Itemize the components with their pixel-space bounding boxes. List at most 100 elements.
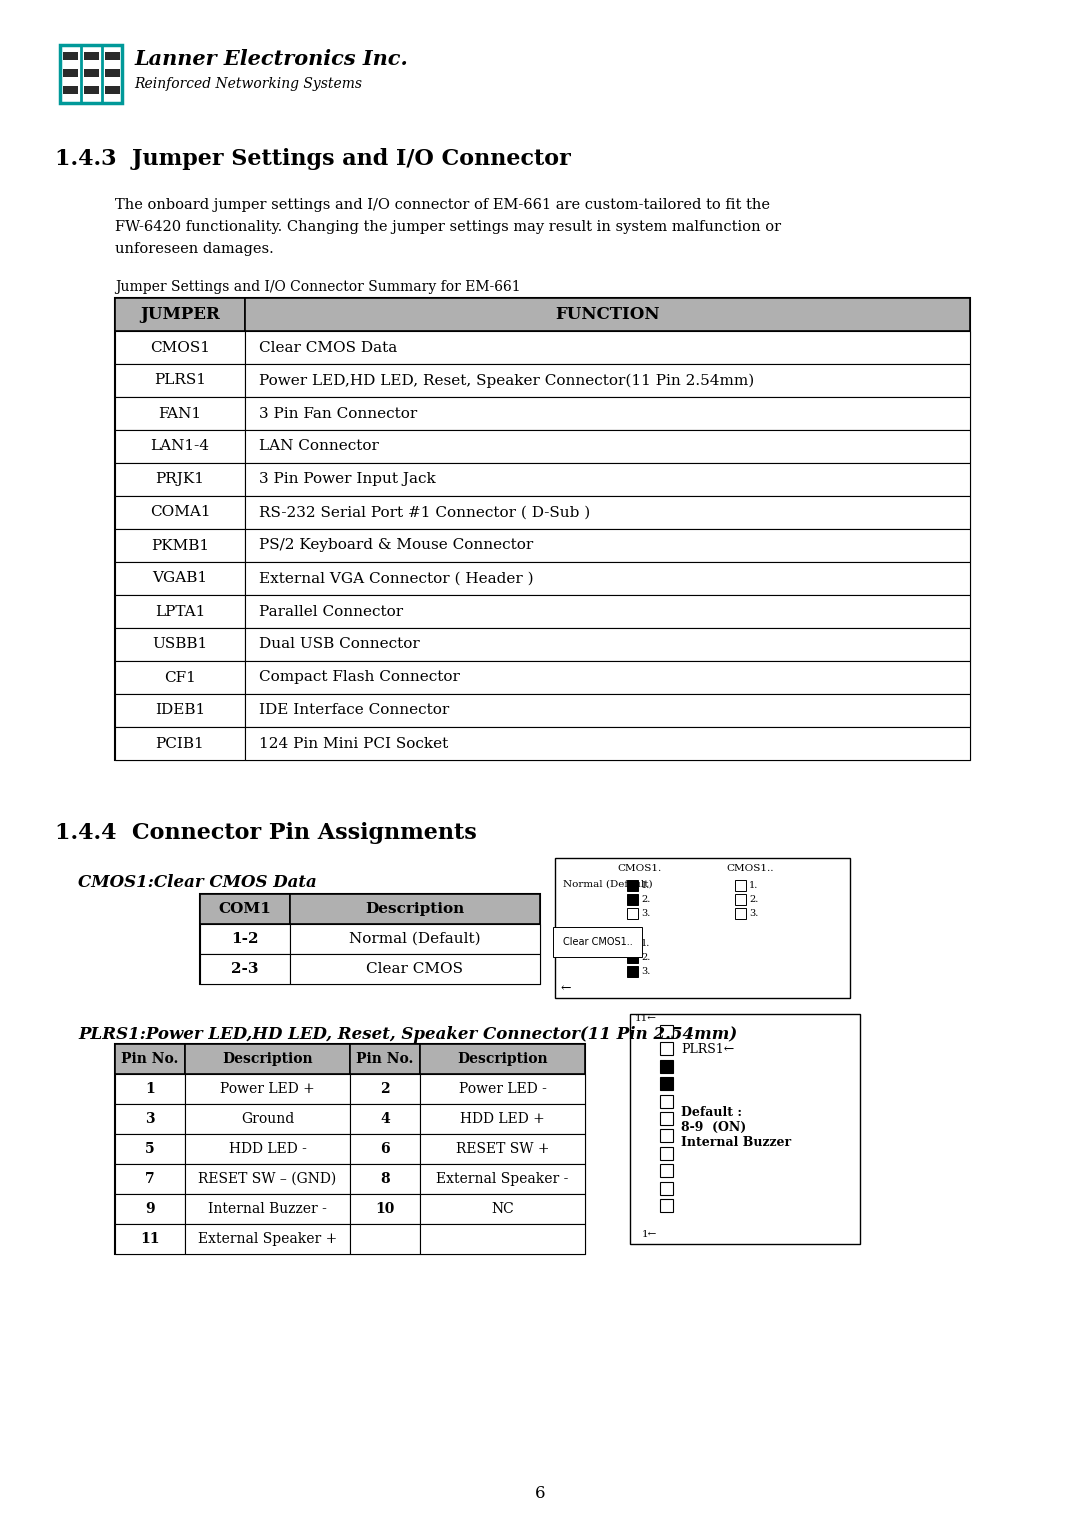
Text: Dual USB Connector: Dual USB Connector [259, 637, 420, 651]
Bar [660, 1094, 673, 1108]
Bar [200, 894, 291, 924]
Bar [114, 1193, 185, 1224]
Text: Jumper Settings and I/O Connector Summary for EM-661: Jumper Settings and I/O Connector Summar… [114, 280, 521, 293]
Text: JUMPER: JUMPER [140, 306, 220, 322]
Bar [245, 727, 970, 759]
Text: Default :
8-9  (ON)
Internal Buzzer: Default : 8-9 (ON) Internal Buzzer [681, 1106, 792, 1149]
Text: 1-2: 1-2 [231, 932, 259, 946]
Bar [114, 727, 245, 759]
Text: LPTA1: LPTA1 [154, 605, 205, 619]
Bar [84, 69, 99, 76]
Text: RESET SW – (GND): RESET SW – (GND) [199, 1172, 337, 1186]
Text: 1.: 1. [642, 882, 650, 891]
Bar [245, 332, 970, 364]
Text: FW-6420 functionality. Changing the jumper settings may result in system malfunc: FW-6420 functionality. Changing the jump… [114, 220, 781, 234]
Bar [245, 628, 970, 662]
Text: 2.: 2. [642, 953, 650, 963]
Bar [114, 628, 245, 662]
Bar [114, 497, 245, 529]
Text: Clear CMOS1..: Clear CMOS1.. [563, 937, 633, 947]
Text: 1.4.4  Connector Pin Assignments: 1.4.4 Connector Pin Assignments [55, 822, 476, 843]
Text: Description: Description [222, 1051, 313, 1067]
Bar [627, 894, 638, 905]
Text: CMOS1: CMOS1 [150, 341, 210, 354]
Text: IDEB1: IDEB1 [154, 703, 205, 718]
Bar [735, 894, 746, 905]
Bar [185, 1044, 350, 1074]
Bar [420, 1164, 585, 1193]
Text: CMOS1:Clear CMOS Data: CMOS1:Clear CMOS Data [78, 874, 316, 891]
Text: CMOS1..: CMOS1.. [726, 863, 773, 872]
Text: Clear CMOS Data: Clear CMOS Data [259, 341, 397, 354]
Text: 2.: 2. [750, 895, 758, 905]
Text: unforeseen damages.: unforeseen damages. [114, 241, 273, 257]
Text: PRJK1: PRJK1 [156, 472, 204, 486]
Bar [735, 908, 746, 918]
Text: 6: 6 [380, 1141, 390, 1157]
Text: 5: 5 [145, 1141, 154, 1157]
Text: IDE Interface Connector: IDE Interface Connector [259, 703, 449, 718]
Bar [200, 953, 291, 984]
Bar [245, 364, 970, 397]
Bar [660, 1164, 673, 1177]
Bar [114, 332, 245, 364]
Bar [84, 52, 99, 60]
Bar [114, 364, 245, 397]
Bar [114, 662, 245, 694]
Bar [350, 1193, 420, 1224]
Bar [660, 1129, 673, 1143]
Bar [114, 298, 245, 332]
Bar [114, 594, 245, 628]
Bar [245, 694, 970, 727]
Text: HDD LED +: HDD LED + [460, 1112, 545, 1126]
Bar [660, 1060, 673, 1073]
Text: CMOS1.: CMOS1. [618, 863, 662, 872]
Text: External VGA Connector ( Header ): External VGA Connector ( Header ) [259, 571, 534, 585]
Text: 3 Pin Fan Connector: 3 Pin Fan Connector [259, 406, 417, 420]
Bar [185, 1105, 350, 1134]
Bar [735, 880, 746, 891]
Text: PLRS1: PLRS1 [154, 373, 206, 388]
Text: 1: 1 [145, 1082, 154, 1096]
Bar [185, 1164, 350, 1193]
Text: External Speaker -: External Speaker - [436, 1172, 569, 1186]
Bar [114, 529, 245, 562]
Text: FUNCTION: FUNCTION [555, 306, 660, 322]
Bar [627, 952, 638, 963]
Text: 1←: 1← [642, 1230, 657, 1239]
Text: USBB1: USBB1 [152, 637, 207, 651]
Text: 1.: 1. [750, 882, 758, 891]
Text: LAN1-4: LAN1-4 [150, 440, 210, 454]
Bar [245, 463, 970, 497]
Bar [114, 1105, 185, 1134]
Text: Parallel Connector: Parallel Connector [259, 605, 403, 619]
Bar [350, 1134, 420, 1164]
Bar [420, 1193, 585, 1224]
Bar [350, 1074, 420, 1105]
Text: 11←: 11← [635, 1015, 657, 1024]
Text: 4: 4 [380, 1112, 390, 1126]
Text: Normal (Default): Normal (Default) [563, 880, 652, 888]
Bar [105, 52, 120, 60]
Bar [627, 880, 638, 891]
Bar [200, 894, 540, 984]
Bar [114, 1044, 185, 1074]
Bar [114, 694, 245, 727]
Bar [185, 1134, 350, 1164]
Text: COM1: COM1 [218, 902, 271, 915]
Text: Ground: Ground [241, 1112, 294, 1126]
Text: PS/2 Keyboard & Mouse Connector: PS/2 Keyboard & Mouse Connector [259, 538, 534, 553]
Bar [114, 1224, 185, 1254]
Bar [114, 298, 970, 759]
Bar [660, 1025, 673, 1038]
Bar [245, 298, 970, 332]
Bar [114, 429, 245, 463]
Text: FAN1: FAN1 [159, 406, 202, 420]
Text: RESET SW +: RESET SW + [456, 1141, 550, 1157]
Bar [627, 938, 638, 949]
Text: Power LED,HD LED, Reset, Speaker Connector(11 Pin 2.54mm): Power LED,HD LED, Reset, Speaker Connect… [259, 373, 754, 388]
Text: Compact Flash Connector: Compact Flash Connector [259, 671, 460, 685]
Bar [630, 1015, 860, 1244]
Bar [627, 908, 638, 918]
Text: External Speaker +: External Speaker + [198, 1232, 337, 1245]
